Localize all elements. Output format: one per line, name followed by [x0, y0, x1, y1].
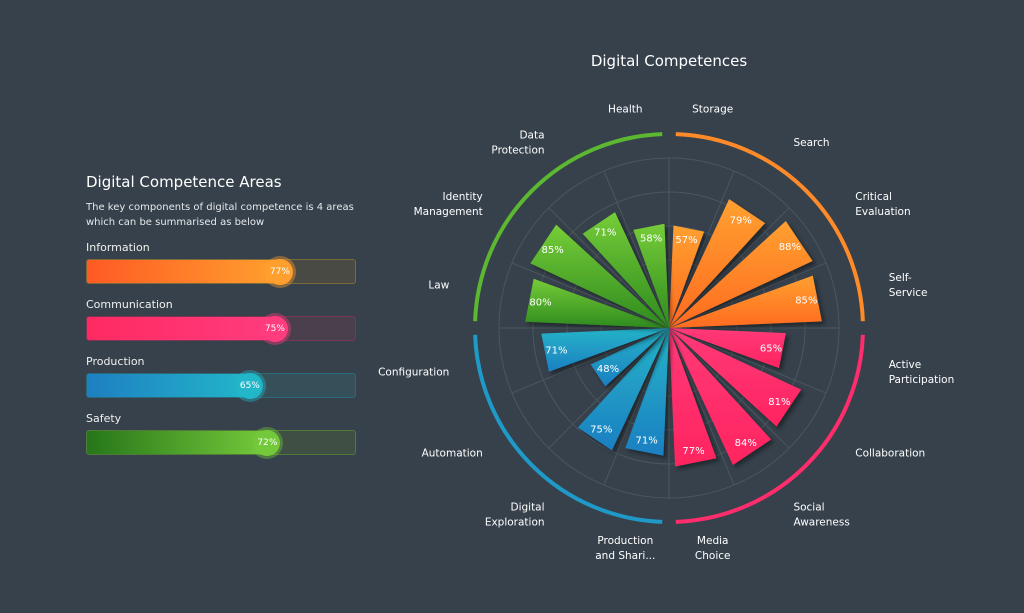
chart-title: Digital Competences [591, 52, 748, 70]
progress-bar: 77% [86, 258, 356, 285]
bar-active-participation [669, 328, 786, 369]
panel-description: The key components of digital competence… [86, 202, 354, 228]
grid-spoke [668, 327, 735, 486]
grid-spoke [603, 170, 670, 329]
category-label: Automation [422, 447, 483, 459]
progress-value-badge: 65% [236, 372, 263, 399]
progress-fill [87, 317, 275, 340]
bar-digital-exploration [577, 328, 669, 451]
bar-storage [669, 225, 705, 328]
bar-value-label: 71% [594, 228, 616, 239]
grid-spoke [511, 262, 670, 329]
group-arc-information [675, 132, 865, 322]
grid-spoke [511, 327, 670, 394]
category-label: Digital Exploration [485, 502, 545, 529]
area-label: Communication [86, 298, 173, 311]
group-arc-communication [675, 334, 865, 524]
grid-spoke [548, 207, 670, 329]
grid-spoke [668, 327, 790, 449]
bar-value-label: 58% [640, 233, 662, 244]
bar-collaboration [669, 328, 802, 427]
bar-value-label: 79% [730, 216, 752, 227]
bar-social-awareness [669, 328, 772, 466]
category-label: Identity Management [414, 191, 483, 218]
bar-value-label: 84% [735, 438, 757, 449]
bar-automation [590, 328, 669, 387]
bar-production-and-shari- [625, 328, 669, 456]
group-arc-safety [473, 132, 663, 322]
progress-bar: 72% [86, 429, 356, 456]
bar-value-label: 85% [541, 245, 563, 256]
progress-fill [87, 431, 268, 454]
category-label: Critical Evaluation [855, 191, 910, 218]
bar-value-label: 81% [768, 397, 790, 408]
bar-health [633, 223, 669, 328]
grid-spoke [668, 327, 827, 394]
category-label: Law [428, 279, 449, 291]
category-label: Configuration [378, 367, 449, 379]
category-label: Social Awareness [793, 502, 849, 529]
bar-value-label: 57% [675, 235, 697, 246]
bar-value-label: 65% [760, 343, 782, 354]
area-label: Safety [86, 412, 122, 425]
progress-value-badge: 72% [254, 429, 281, 456]
bar-value-label: 71% [635, 436, 657, 447]
panel-title: Digital Competence Areas [86, 173, 282, 191]
category-label: Self-Service [889, 272, 928, 299]
competence-areas-panel: Digital Competence Areas The key compone… [86, 173, 356, 469]
category-label: Health [608, 103, 642, 115]
area-communication: Communication 75% [86, 298, 356, 342]
bar-media-choice [669, 328, 717, 467]
progress-value-badge: 75% [261, 315, 288, 342]
bar-configuration [541, 328, 669, 372]
bar-value-label: 80% [529, 297, 551, 308]
bar-identity-management [530, 224, 669, 328]
category-label: Collaboration [855, 447, 925, 459]
bar-value-label: 48% [597, 364, 619, 375]
bar-value-label: 75% [590, 424, 612, 435]
area-label: Information [86, 241, 150, 254]
bar-data-protection [582, 212, 669, 328]
bar-critical-evaluation [669, 220, 813, 328]
area-safety: Safety 72% [86, 412, 356, 456]
area-production: Production 65% [86, 355, 356, 399]
grid-spoke [548, 327, 670, 449]
bar-value-label: 77% [682, 446, 704, 457]
bar-self-service [669, 275, 822, 328]
bar-law [525, 278, 669, 328]
bar-search [669, 199, 766, 328]
progress-value-badge: 77% [266, 258, 293, 285]
progress-bar: 75% [86, 315, 356, 342]
bar-value-label: 88% [779, 242, 801, 253]
progress-bar: 65% [86, 372, 356, 399]
grid-spoke [668, 170, 735, 329]
category-label: Storage [692, 103, 733, 115]
progress-fill [87, 374, 250, 397]
category-label: Search [793, 137, 829, 149]
category-label: Media Choice [695, 535, 731, 562]
area-information: Information 77% [86, 241, 356, 285]
bar-value-label: 71% [545, 345, 567, 356]
bar-value-label: 85% [795, 296, 817, 307]
category-label: Data Protection [491, 129, 544, 156]
progress-fill [87, 260, 280, 283]
category-label: Production and Shari... [595, 535, 655, 562]
grid-spoke [668, 207, 790, 329]
grid-spoke [668, 262, 827, 329]
area-label: Production [86, 355, 145, 368]
group-arc-production [473, 334, 663, 524]
category-label: Active Participation [889, 359, 955, 386]
grid-spoke [603, 327, 670, 486]
